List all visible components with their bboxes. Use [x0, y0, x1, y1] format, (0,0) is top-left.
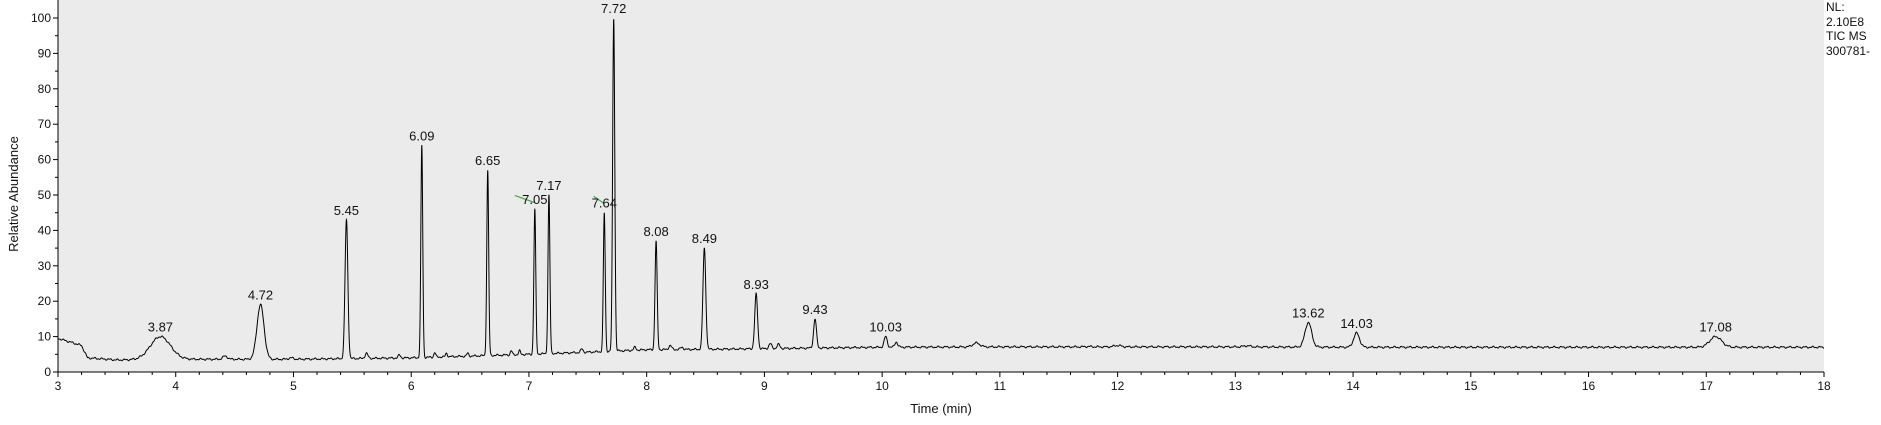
integration-marker — [514, 194, 535, 204]
x-axis-title: Time (min) — [910, 401, 972, 416]
x-tick-label: 4 — [172, 379, 179, 393]
file-name: 300781- — [1826, 43, 1871, 58]
peak-label: 8.93 — [744, 277, 769, 292]
axes-layer — [57, 0, 1824, 373]
peak-label: 7.05 — [522, 192, 547, 207]
x-tick-label: 13 — [1229, 379, 1243, 393]
trace-layer — [57, 19, 1825, 362]
peak-label: 14.03 — [1340, 316, 1373, 331]
y-tick-label: 70 — [38, 117, 52, 131]
plot-background — [58, 0, 1824, 372]
x-tick-label: 12 — [1111, 379, 1125, 393]
peak-label: 10.03 — [869, 320, 902, 335]
y-tick-label: 60 — [38, 153, 52, 167]
y-tick-label: 30 — [38, 259, 52, 273]
x-tick-label: 16 — [1582, 379, 1596, 393]
y-tick-label: 10 — [38, 330, 52, 344]
peak-label: 9.43 — [802, 302, 827, 317]
y-tick-label: 80 — [38, 82, 52, 96]
peak-label: 7.72 — [601, 1, 626, 16]
x-tick-label: 3 — [55, 379, 62, 393]
x-ticks: 3 4 5 6 7 8 9 10 11 12 13 14 15 16 17 18 — [55, 372, 1831, 393]
x-tick-label: 17 — [1700, 379, 1714, 393]
x-tick-label: 6 — [408, 379, 415, 393]
x-tick-label: 5 — [290, 379, 297, 393]
trace-info-panel: NL: 2.10E8 TIC MS 300781- — [1826, 0, 1881, 58]
x-tick-label: 11 — [994, 379, 1007, 393]
peak-label: 13.62 — [1292, 305, 1325, 320]
y-tick-label: 100 — [31, 11, 51, 25]
chromatogram-trace — [57, 19, 1825, 362]
integration-marker — [593, 195, 605, 204]
x-tick-label: 9 — [761, 379, 768, 393]
x-tick-label: 8 — [643, 379, 650, 393]
x-tick-label: 14 — [1346, 379, 1360, 393]
peak-label: 7.17 — [536, 178, 561, 193]
y-axis-title: Relative Abundance — [6, 136, 21, 252]
y-tick-label: 20 — [38, 294, 52, 308]
y-tick-label: 40 — [38, 223, 52, 237]
y-tick-label: 90 — [38, 46, 52, 60]
peak-label: 8.08 — [643, 224, 668, 239]
x-tick-label: 10 — [875, 379, 889, 393]
nl-value: 2.10E8 — [1826, 14, 1865, 29]
y-tick-label: 0 — [44, 365, 51, 379]
x-tick-label: 7 — [526, 379, 533, 393]
peak-label: 5.45 — [334, 203, 359, 218]
x-tick-label: 15 — [1464, 379, 1478, 393]
peak-label: 6.65 — [475, 153, 500, 168]
peak-label: 17.08 — [1699, 320, 1732, 335]
scan-filter: TIC MS — [1826, 29, 1867, 43]
peak-label: 8.49 — [692, 231, 717, 246]
peak-label: 7.64 — [592, 196, 617, 211]
peak-labels: 3.87 4.72 5.45 6.09 6.65 7.057.17 7.64 7.72 8.08… — [148, 1, 1732, 335]
x-tick-label: 18 — [1817, 379, 1831, 393]
nl-label: NL: — [1826, 0, 1845, 14]
y-ticks: 0 10 20 30 40 50 60 70 80 90 100 — [31, 11, 58, 379]
peak-label: 3.87 — [148, 320, 173, 335]
peak-label: 4.72 — [248, 288, 273, 303]
y-tick-label: 50 — [38, 188, 52, 202]
peak-label: 6.09 — [409, 128, 434, 143]
